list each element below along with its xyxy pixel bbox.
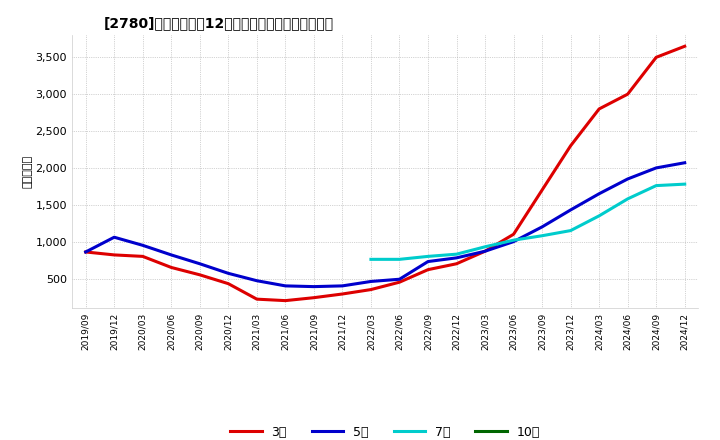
Legend: 3年, 5年, 7年, 10年: 3年, 5年, 7年, 10年 bbox=[225, 421, 545, 440]
Y-axis label: （百万円）: （百万円） bbox=[23, 155, 32, 188]
Text: [2780]　当期純利益12か月移動合計の平均値の推移: [2780] 当期純利益12か月移動合計の平均値の推移 bbox=[104, 16, 333, 30]
